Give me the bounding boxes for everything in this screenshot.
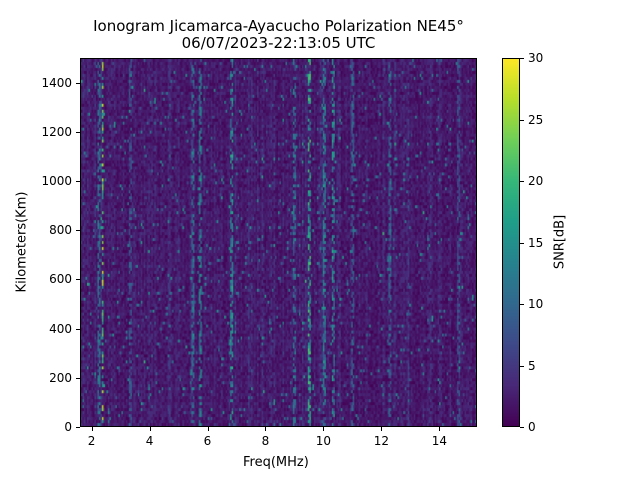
colorbar-tick-mark xyxy=(520,365,524,367)
x-tick-label: 4 xyxy=(145,434,154,448)
x-tick-mark xyxy=(265,427,267,431)
x-tick-mark xyxy=(381,427,383,431)
x-tick-mark xyxy=(91,427,93,431)
y-tick-mark xyxy=(76,230,80,232)
x-tick-mark xyxy=(207,427,209,431)
x-tick-mark xyxy=(149,427,151,431)
colorbar-tick-label: 10 xyxy=(528,297,544,311)
y-tick-mark xyxy=(76,279,80,281)
y-tick-label: 1200 xyxy=(41,124,72,139)
colorbar-label: SNR[dB] xyxy=(552,214,568,270)
x-tick-label: 10 xyxy=(315,434,332,448)
colorbar-tick-label: 15 xyxy=(528,235,544,250)
y-tick-label: 600 xyxy=(49,272,72,287)
colorbar-tick-mark xyxy=(520,181,524,182)
colorbar-tick-label: 0 xyxy=(528,420,536,434)
x-tick-mark xyxy=(439,427,441,431)
y-tick-mark xyxy=(76,328,80,330)
x-tick-label: 14 xyxy=(431,434,447,448)
colorbar-tick-label: 25 xyxy=(528,112,544,127)
y-tick-mark xyxy=(76,377,80,379)
y-tick-mark xyxy=(76,131,80,133)
colorbar-tick-label: 5 xyxy=(528,358,536,373)
colorbar xyxy=(502,58,520,427)
chart-title: Ionogram Jicamarca-Ayacucho Polarization… xyxy=(93,17,464,35)
x-axis-label: Freq(MHz) xyxy=(243,455,309,470)
y-tick-mark xyxy=(76,181,80,182)
colorbar-tick-mark xyxy=(520,427,524,428)
y-tick-label: 1000 xyxy=(41,174,72,188)
colorbar-tick-label: 30 xyxy=(528,51,544,65)
y-tick-mark xyxy=(76,427,80,428)
chart-subtitle: 06/07/2023-22:13:05 UTC xyxy=(181,34,376,52)
x-tick-mark xyxy=(323,427,325,431)
y-tick-mark xyxy=(76,82,80,84)
x-tick-label: 6 xyxy=(203,434,212,448)
x-tick-label: 12 xyxy=(373,434,389,448)
colorbar-tick-mark xyxy=(520,242,524,244)
heatmap xyxy=(80,58,477,427)
y-tick-label: 0 xyxy=(64,420,72,434)
colorbar-tick-mark xyxy=(520,119,524,121)
colorbar-tick-mark xyxy=(520,58,524,59)
x-tick-label: 2 xyxy=(87,434,96,448)
colorbar-tick-label: 20 xyxy=(528,174,544,188)
y-tick-label: 200 xyxy=(49,370,72,385)
y-tick-label: 800 xyxy=(49,223,72,238)
y-axis-label: Kilometers(Km) xyxy=(14,191,30,293)
colorbar-tick-mark xyxy=(520,304,524,305)
y-tick-label: 1400 xyxy=(41,75,72,90)
x-tick-label: 8 xyxy=(261,434,270,448)
y-tick-label: 400 xyxy=(49,321,72,336)
